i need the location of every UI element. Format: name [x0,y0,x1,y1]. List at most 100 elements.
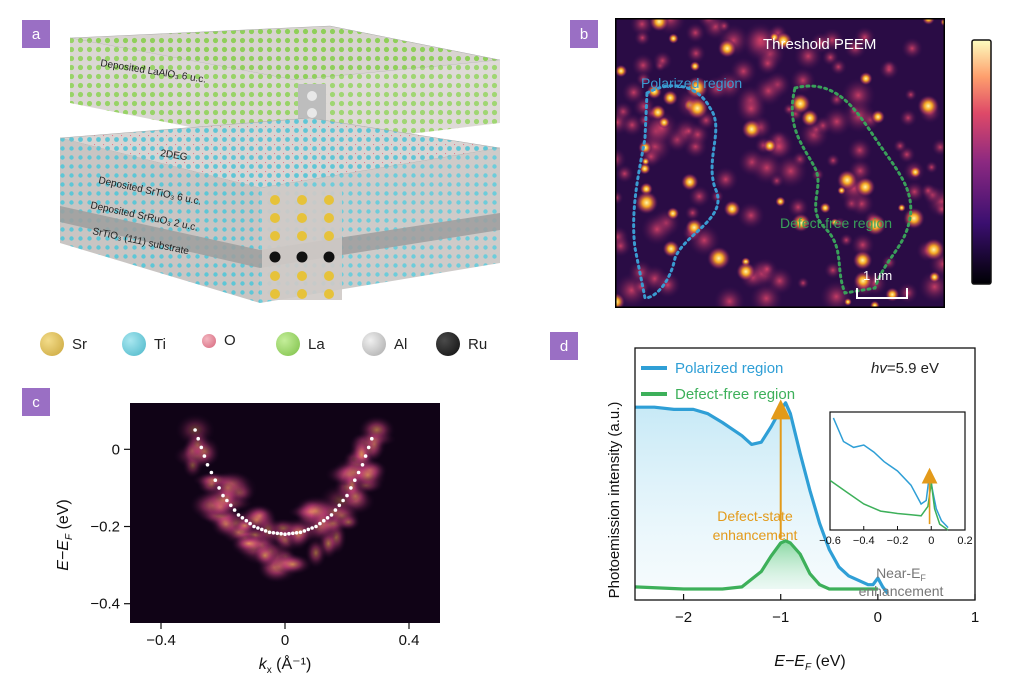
dispersion-point [267,530,272,535]
sr-atom-icon [40,332,64,356]
inset-x-tick-label: 0 [928,535,934,547]
peem-texture-spot [850,232,875,257]
peem-texture-spot [901,37,923,60]
photoemission-plot-area: −2 −1 0 1 [634,347,979,626]
plot-frame [634,347,976,601]
peem-bright-spot [689,61,701,72]
dispersion-point [349,486,353,490]
arpes-intensity-blob [336,513,361,531]
peem-bright-spot [870,109,886,124]
arpes-intensity-blob [210,510,242,539]
legend-item-la: La [276,332,325,356]
peem-texture-spot [615,190,624,205]
dispersion-point [202,454,207,458]
peem-texture-spot [826,153,841,168]
dispersion-point [310,526,314,530]
peem-texture-spot [742,22,778,58]
dispersion-point [360,463,365,467]
dispersion-point [314,524,318,529]
peem-texture-spot [615,147,627,171]
panel-label-b: b [570,20,598,48]
peem-texture-spot [759,261,775,277]
legend-polarized: Polarized region [675,360,783,377]
peem-texture-spot [824,261,842,279]
al-atom-icon [362,332,386,356]
legend-item-sr: Sr [40,332,87,356]
dispersion-point [345,493,349,498]
defect-state-annotation-line1: Defect-state [717,508,793,524]
peem-bright-spot [775,196,786,207]
dispersion-fit [193,428,374,536]
dispersion-point [256,526,260,530]
peem-texture-spot [717,19,731,33]
peem-texture-spot [839,233,854,248]
dispersion-point [240,516,245,520]
legend-item-ti: Ti [122,332,166,356]
dispersion-point [205,463,210,467]
panel-label-a: a [22,20,50,48]
peem-bright-spot [922,18,935,25]
peem-bright-spot [853,271,873,291]
peem-texture-spot [755,51,780,76]
peem-bright-spot [819,202,831,214]
peem-bright-spot [641,157,650,166]
peem-bright-spot [800,109,819,128]
peem-texture-spot [685,22,706,43]
arpes-x-tick-label: −0.4 [146,632,176,649]
peem-bright-spot [855,176,876,198]
photoemission-y-axis-label: Photoemission intensity (a.u.) [606,402,623,599]
inset-x-tick-label: 0.2 [957,535,972,547]
peem-texture-spot [787,196,809,218]
inset-plot: −0.6 −0.4 −0.2 0 0.2 [819,411,973,547]
peem-bright-spot [885,287,900,302]
dispersion-point [263,529,268,533]
peem-bright-spot [685,76,709,100]
dispersion-point [333,508,338,512]
dispersion-point [221,493,225,498]
peem-bright-spot [666,207,680,220]
peem-texture-spot [904,88,918,101]
dispersion-point [329,513,334,517]
panel-label-c: c [22,388,50,416]
peem-bright-spot [903,207,925,230]
arpes-y-axis-label: E−EF (eV) [55,499,75,570]
dispersion-point [287,531,291,536]
arpes-x-tick-label: 0.4 [399,632,420,649]
peem-texture-spot [697,18,721,30]
peem-texture-spot [821,106,852,137]
peem-intensity-spots [615,18,945,308]
arpes-y-tick-label: 0 [112,441,120,458]
dispersion-point [275,531,280,536]
peem-bright-spot [791,213,811,233]
peem-texture-spot [878,59,900,80]
dispersion-point [213,478,218,482]
dispersion-point [302,529,307,533]
arpes-intensity-blob [349,457,387,493]
peem-texture-spot [704,76,730,101]
peem-bright-spot [658,116,671,129]
peem-texture-spot [713,285,746,308]
peem-texture-spot [830,58,847,76]
photoemission-plot: −2 −1 0 1 −0.6 −0.4 −0.2 0 0.2 Photoemission in… [606,347,979,670]
peem-bright-spot [869,300,880,308]
dispersion-point [199,445,204,450]
peem-texture-spot [686,43,706,64]
arpes-intensity-blob [362,427,387,462]
arpes-x-axis-label: kx (Å⁻¹) [259,654,312,675]
arpes-intensity-blob [273,553,313,576]
arpes-y-tick-label: −0.2 [90,519,120,536]
dispersion-point [260,527,264,532]
photon-energy-label: hv=5.9 eV [871,360,939,377]
dispersion-point [322,518,326,523]
dispersion-point [325,516,330,520]
arpes-x-tick-label: 0 [281,632,289,649]
dispersion-point [252,524,256,529]
peem-bright-spot [736,261,756,282]
dispersion-point [217,486,221,490]
peem-bright-spot [922,238,945,261]
peem-texture-spot [688,185,711,208]
peem-bright-spot [897,203,906,212]
peem-texture-spot [652,50,673,71]
photoemission-x-tick-label: 0 [874,609,882,626]
peem-texture-spot [920,183,936,199]
